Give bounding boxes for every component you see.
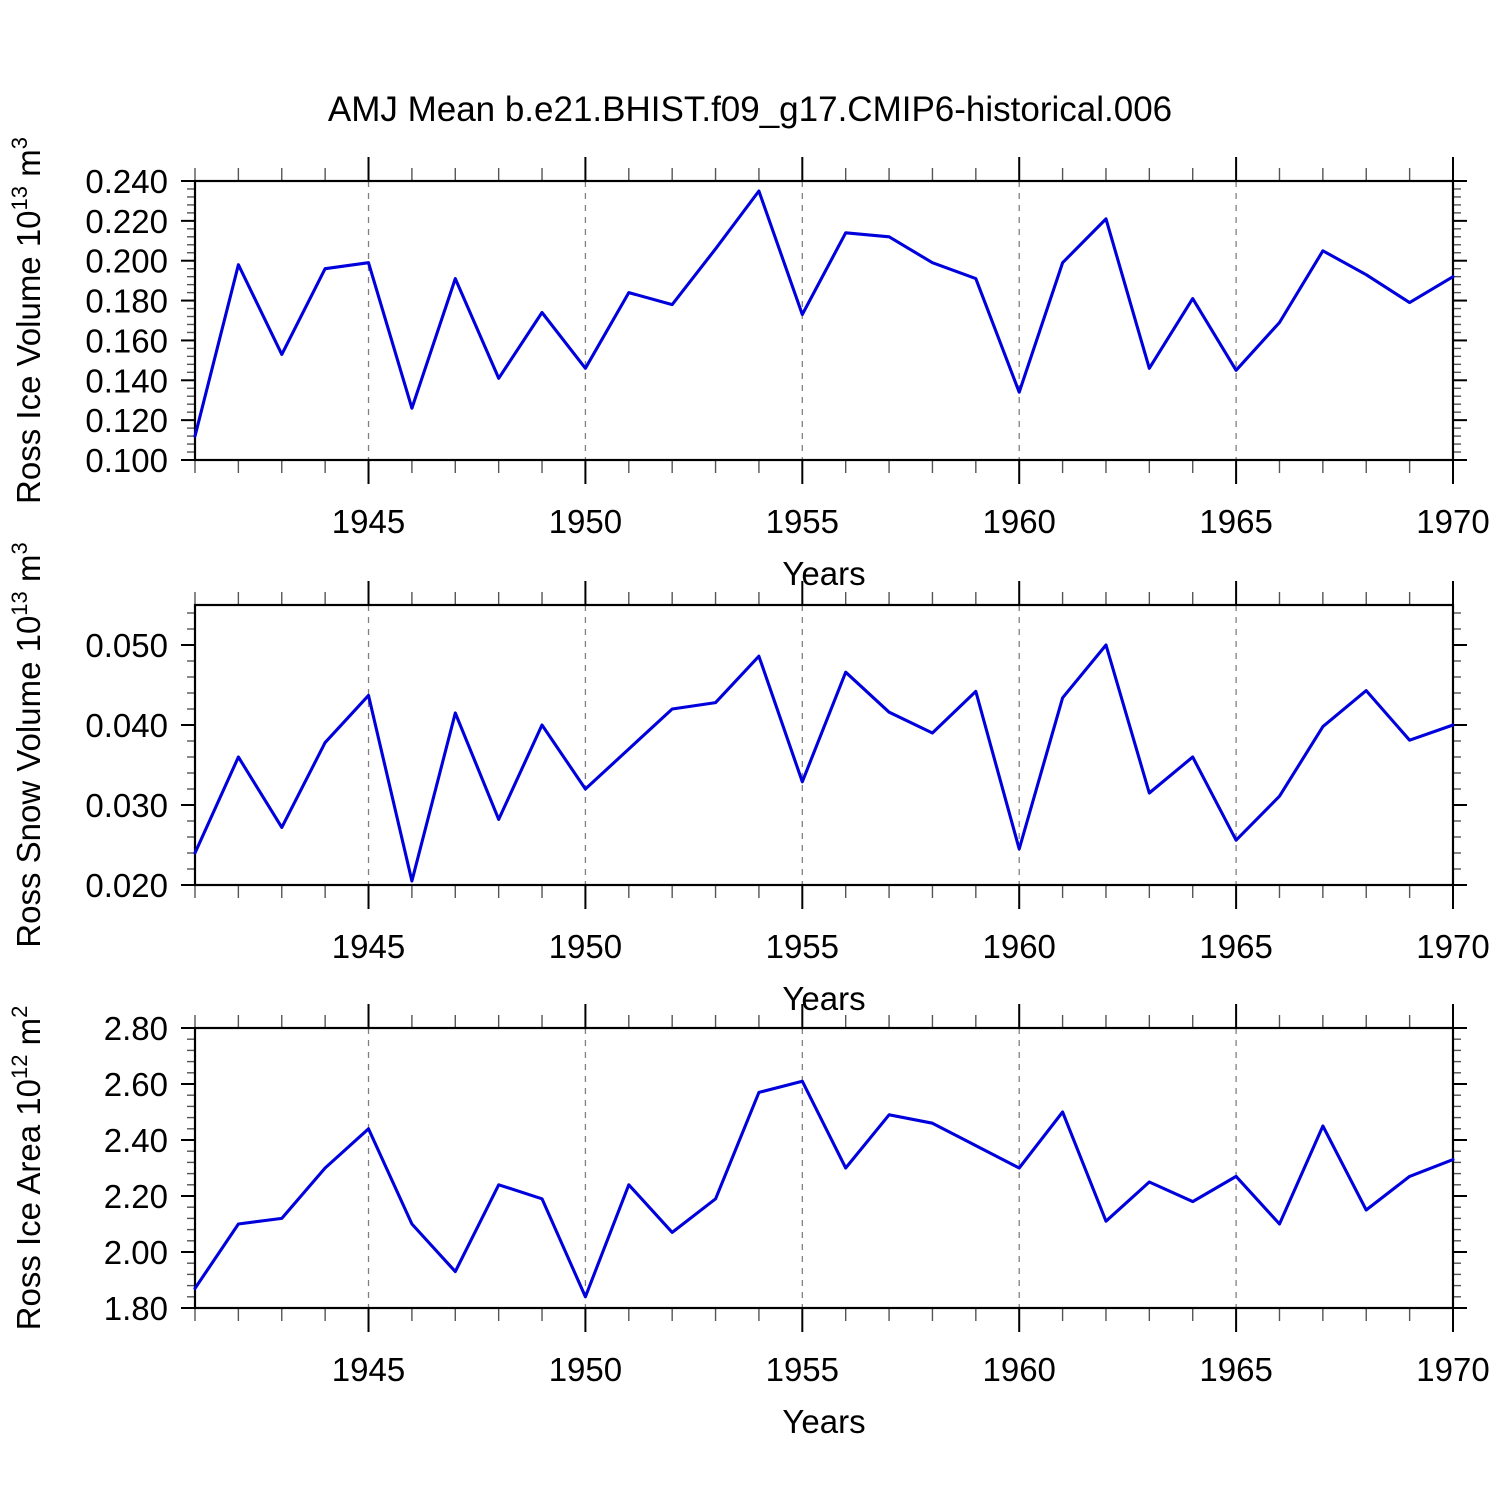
panel-ross-ice-area: 1.80 2.00 2.20 2.40 2.60 2.80 1945 1950 1955 1960…: [7, 1004, 1490, 1440]
y-tick-label: 0.020: [85, 867, 168, 904]
x-tick-label: 1955: [766, 1351, 839, 1388]
x-tick-label: 1955: [766, 928, 839, 965]
y-tick-label: 0.040: [85, 707, 168, 744]
series-line-ross-ice-volume: [193, 189, 1455, 438]
y-tick-label: 0.050: [85, 627, 168, 664]
y-axis-title: Ross Ice Volume 1013 m3: [7, 137, 47, 504]
y-tick-label: 2.40: [104, 1122, 168, 1159]
x-tick-label: 1965: [1199, 1351, 1272, 1388]
x-axis-title: Years: [782, 1403, 865, 1440]
x-tick-label: 1960: [982, 503, 1055, 540]
plot-frame: [193, 603, 1455, 887]
y-tick-label: 0.140: [85, 362, 168, 399]
y-tick-label: 0.120: [85, 402, 168, 439]
y-axis-title: Ross Ice Area 1012 m2: [7, 1006, 47, 1331]
x-tick-label: 1960: [982, 928, 1055, 965]
x-tick-label: 1950: [549, 928, 622, 965]
x-tick-label: 1965: [1199, 503, 1272, 540]
y-tick-label: 2.00: [104, 1234, 168, 1271]
x-tick-label: 1950: [549, 1351, 622, 1388]
y-tick-label: 0.240: [85, 163, 168, 200]
series-line-ross-ice-area: [193, 1079, 1455, 1299]
x-tick-label: 1970: [1416, 928, 1489, 965]
x-tick-label: 1950: [549, 503, 622, 540]
y-tick-label: 0.100: [85, 442, 168, 479]
y-tick-label: 0.160: [85, 322, 168, 359]
plot-frame: [193, 1026, 1455, 1310]
y-tick-label: 0.200: [85, 243, 168, 280]
panel-ross-snow-volume: 0.020 0.030 0.040 0.050 1945 1950 1955 1960 1965…: [7, 542, 1490, 1017]
y-axis-title: Ross Snow Volume 1013 m3: [7, 542, 47, 947]
plot-frame: [193, 179, 1455, 462]
y-tick-label: 2.20: [104, 1178, 168, 1215]
x-tick-label: 1955: [766, 503, 839, 540]
y-tick-label: 1.80: [104, 1290, 168, 1327]
y-tick-label: 2.80: [104, 1010, 168, 1047]
x-tick-label: 1945: [332, 503, 405, 540]
y-tick-label: 0.220: [85, 203, 168, 240]
y-tick-label: 0.180: [85, 283, 168, 320]
y-tick-label: 2.60: [104, 1066, 168, 1103]
x-axis-title: Years: [782, 980, 865, 1017]
series-line-ross-snow-volume: [193, 643, 1455, 883]
x-axis-title: Years: [782, 555, 865, 592]
x-tick-label: 1945: [332, 928, 405, 965]
figure-title: AMJ Mean b.e21.BHIST.f09_g17.CMIP6-histo…: [327, 90, 1173, 129]
panel-ross-ice-volume: 0.1000.1200.1400.1600.1800.2000.2200.240…: [7, 137, 1490, 592]
x-tick-label: 1970: [1416, 1351, 1489, 1388]
x-tick-label: 1965: [1199, 928, 1272, 965]
x-tick-label: 1960: [982, 1351, 1055, 1388]
y-tick-label: 0.030: [85, 787, 168, 824]
x-tick-label: 1970: [1416, 503, 1489, 540]
x-tick-label: 1945: [332, 1351, 405, 1388]
